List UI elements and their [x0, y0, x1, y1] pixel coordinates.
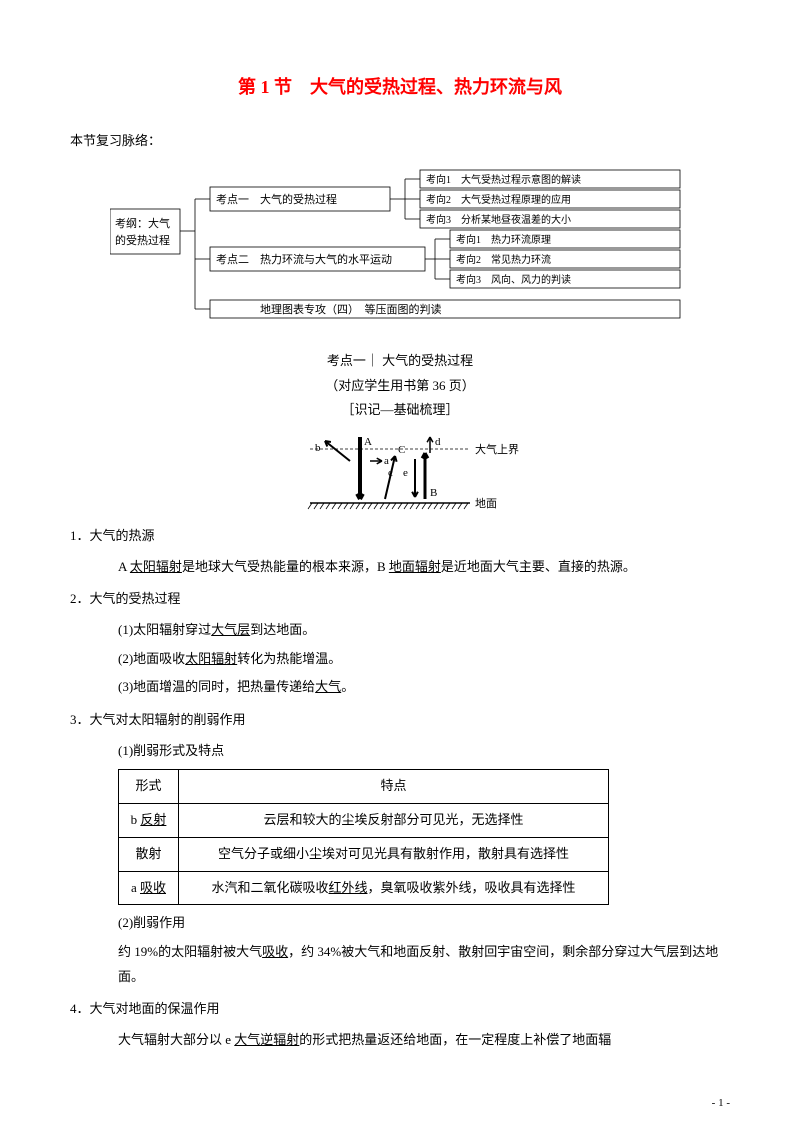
table-cell: a 吸收	[119, 871, 179, 905]
svg-text:考向2 大气受热过程原理的应用: 考向2 大气受热过程原理的应用	[426, 193, 571, 206]
item-heading: 2．大气的受热过程	[70, 587, 730, 612]
svg-text:B: B	[430, 487, 437, 499]
subpoint: (3)地面增温的同时，把热量传递给大气。	[118, 675, 730, 700]
weakening-table: 形式特点b 反射云层和较大的尘埃反射部分可见光，无选择性散射空气分子或细小尘埃对…	[118, 769, 609, 905]
body-text: A 太阳辐射是地球大气受热能量的根本来源，B 地面辐射是近地面大气主要、直接的热…	[118, 555, 730, 580]
table-cell: b 反射	[119, 804, 179, 838]
svg-text:地理图表专攻（四） 等压面图的判读: 地理图表专攻（四） 等压面图的判读	[260, 302, 442, 316]
table-cell: 散射	[119, 837, 179, 871]
page-title: 第 1 节 大气的受热过程、热力环流与风	[70, 70, 730, 104]
review-subhead: 本节复习脉络：	[70, 129, 730, 154]
svg-text:A: A	[364, 436, 372, 448]
list-item: 2．大气的受热过程 (1)太阳辐射穿过大气层到达地面。 (2)地面吸收太阳辐射转化为…	[70, 587, 730, 700]
svg-text:e: e	[403, 467, 408, 479]
table-cell: 水汽和二氧化碳吸收红外线，臭氧吸收紫外线，吸收具有选择性	[179, 871, 609, 905]
svg-text:考向2 常见热力环流: 考向2 常见热力环流	[456, 253, 551, 266]
svg-text:考向3 分析某地昼夜温差的大小: 考向3 分析某地昼夜温差的大小	[426, 213, 571, 226]
svg-text:考向1 大气受热过程示意图的解读: 考向1 大气受热过程示意图的解读	[426, 173, 581, 186]
page-number: - 1 -	[70, 1093, 730, 1114]
subpoint: (2)地面吸收太阳辐射转化为热能增温。	[118, 647, 730, 672]
svg-text:C: C	[398, 444, 405, 456]
svg-text:d: d	[435, 436, 441, 448]
topic-heading: 考点一｜ 大气的受热过程	[70, 349, 730, 374]
svg-text:的受热过程: 的受热过程	[115, 233, 170, 247]
item-heading: 1．大气的热源	[70, 524, 730, 549]
sub-label: (1)削弱形式及特点	[118, 739, 730, 764]
sub-label: (2)削弱作用	[118, 911, 730, 936]
table-row: b 反射云层和较大的尘埃反射部分可见光，无选择性	[119, 804, 609, 838]
table-cell: 空气分子或细小尘埃对可见光具有散射作用，散射具有选择性	[179, 837, 609, 871]
svg-text:a: a	[384, 455, 389, 467]
svg-text:考向3 风向、风力的判读: 考向3 风向、风力的判读	[456, 273, 571, 286]
item-heading: 4．大气对地面的保温作用	[70, 997, 730, 1022]
table-row: 散射空气分子或细小尘埃对可见光具有散射作用，散射具有选择性	[119, 837, 609, 871]
item-content: (1)太阳辐射穿过大气层到达地面。 (2)地面吸收太阳辐射转化为热能增温。 (3)地…	[70, 618, 730, 700]
flowchart-diagram: 考纲：大气的受热过程 考点一 大气的受热过程 考向1 大气受热过程示意图的解读考向2…	[110, 169, 690, 329]
svg-text:考点二 热力环流与大气的水平运动: 考点二 热力环流与大气的水平运动	[216, 252, 392, 266]
subpoint: (1)太阳辐射穿过大气层到达地面。	[118, 618, 730, 643]
table-row: a 吸收水汽和二氧化碳吸收红外线，臭氧吸收紫外线，吸收具有选择性	[119, 871, 609, 905]
svg-text:考纲：大气: 考纲：大气	[115, 216, 170, 230]
section-tag: ［识记—基础梳理］	[70, 398, 730, 423]
svg-text:b: b	[315, 442, 321, 454]
body-text: 约 19%的太阳辐射被大气吸收，约 34%被大气和地面反射、散射回宇宙空间，剩余…	[118, 940, 730, 989]
item-heading: 3．大气对太阳辐射的削弱作用	[70, 708, 730, 733]
svg-text:地面: 地面	[475, 497, 497, 510]
table-cell: 云层和较大的尘埃反射部分可见光，无选择性	[179, 804, 609, 838]
page-reference: （对应学生用书第 36 页）	[70, 374, 730, 399]
body-text: 大气辐射大部分以 e 大气逆辐射的形式把热量返还给地面，在一定程度上补偿了地面辐	[118, 1028, 730, 1053]
list-item: 1．大气的热源 A 太阳辐射是地球大气受热能量的根本来源，B 地面辐射是近地面大气…	[70, 524, 730, 579]
list-item: 3．大气对太阳辐射的削弱作用 (1)削弱形式及特点形式特点b 反射云层和较大的尘埃…	[70, 708, 730, 989]
svg-text:考向1 热力环流原理: 考向1 热力环流原理	[456, 233, 551, 246]
svg-text:考点一 大气的受热过程: 考点一 大气的受热过程	[216, 192, 337, 206]
heat-process-diagram: 大气上界地面 Ab acC Bd e	[270, 431, 530, 516]
item-content: 大气辐射大部分以 e 大气逆辐射的形式把热量返还给地面，在一定程度上补偿了地面辐	[70, 1028, 730, 1053]
table-header: 特点	[179, 770, 609, 804]
svg-text:大气上界: 大气上界	[475, 442, 519, 456]
numbered-list: 1．大气的热源 A 太阳辐射是地球大气受热能量的根本来源，B 地面辐射是近地面大气…	[70, 524, 730, 1053]
list-item: 4．大气对地面的保温作用大气辐射大部分以 e 大气逆辐射的形式把热量返还给地面，…	[70, 997, 730, 1052]
item-content: A 太阳辐射是地球大气受热能量的根本来源，B 地面辐射是近地面大气主要、直接的热…	[70, 555, 730, 580]
item-content: (1)削弱形式及特点形式特点b 反射云层和较大的尘埃反射部分可见光，无选择性散射…	[70, 739, 730, 990]
table-header: 形式	[119, 770, 179, 804]
svg-text:c: c	[388, 467, 393, 479]
